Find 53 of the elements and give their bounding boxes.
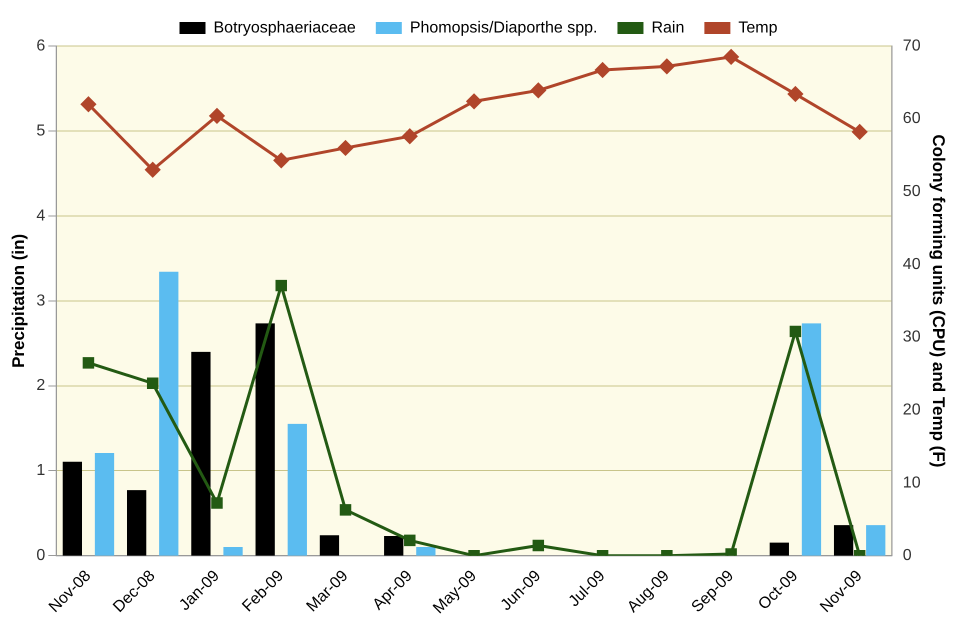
- bar: [159, 272, 178, 556]
- point: [274, 152, 289, 168]
- y2-tick-label: 10: [902, 474, 921, 492]
- bar: [288, 424, 307, 556]
- y2-axis-title: Colony forming units (CPU) and Temp (F): [929, 134, 948, 468]
- point: [595, 62, 610, 78]
- point: [145, 162, 160, 178]
- bar: [94, 453, 114, 556]
- y-tick-label: 4: [36, 207, 46, 224]
- point: [788, 86, 803, 102]
- point: [466, 94, 482, 109]
- y2-tick-label: 50: [902, 183, 921, 200]
- y-tick-label: 5: [36, 122, 46, 140]
- bar: [62, 462, 82, 556]
- point: [530, 82, 546, 98]
- point: [80, 96, 96, 112]
- legend-label: Botryosphaeriaceae: [214, 19, 356, 36]
- bar: [866, 525, 886, 556]
- y2-tick-label: 20: [902, 401, 921, 418]
- y2-tick-label: 60: [902, 110, 921, 128]
- bar: [416, 546, 436, 556]
- bar: [834, 525, 854, 556]
- y-tick-label: 0: [36, 547, 46, 564]
- point: [402, 128, 418, 144]
- point: [852, 124, 868, 140]
- legend-label: Phomopsis/Diaporthe spp.: [410, 19, 598, 36]
- bar: [384, 536, 404, 556]
- y2-tick-label: 70: [902, 37, 921, 54]
- legend-label: Rain: [651, 19, 684, 36]
- point: [276, 280, 287, 292]
- y-tick-label: 3: [36, 292, 46, 310]
- bar: [770, 542, 789, 556]
- bar: [223, 546, 243, 556]
- point: [209, 108, 224, 124]
- bar: [256, 323, 275, 556]
- point: [338, 140, 354, 156]
- y-tick-label: 6: [36, 37, 46, 54]
- bar: [320, 535, 340, 556]
- point: [146, 378, 158, 389]
- y-tick-label: 2: [36, 377, 46, 394]
- point: [82, 357, 94, 369]
- y-axis-title: Precipitation (in): [8, 234, 28, 368]
- legend-label: Temp: [738, 19, 778, 36]
- bar: [802, 323, 822, 556]
- point: [790, 326, 802, 338]
- y2-tick-label: 30: [902, 328, 921, 346]
- y2-tick-label: 40: [902, 256, 921, 273]
- y2-tick-label: 0: [902, 547, 912, 564]
- bar: [191, 352, 211, 556]
- point: [724, 49, 739, 64]
- bar: [126, 490, 146, 556]
- y-tick-label: 1: [36, 462, 46, 480]
- point: [659, 58, 674, 74]
